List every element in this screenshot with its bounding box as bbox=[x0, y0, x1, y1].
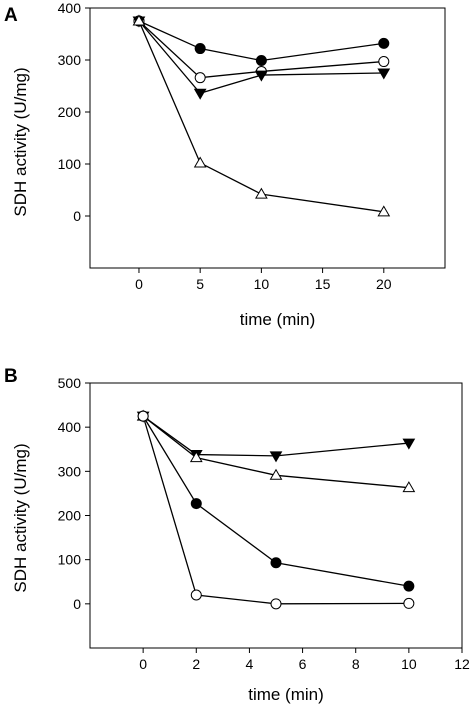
x-tick-label: 12 bbox=[454, 656, 470, 672]
series-line-open-triangle-up bbox=[138, 20, 384, 213]
marker-filled-triangle bbox=[269, 451, 283, 463]
marker-open-triangle bbox=[402, 481, 416, 493]
marker-filled-triangle bbox=[377, 68, 391, 80]
series-line-open-circle bbox=[142, 415, 409, 605]
y-tick-label: 500 bbox=[58, 375, 82, 391]
marker-filled-circle bbox=[378, 37, 390, 49]
panel-label: B bbox=[4, 366, 18, 387]
series-markers-open-triangle-up bbox=[132, 14, 391, 217]
series-line-filled-triangle-down bbox=[138, 20, 384, 95]
series-line-filled-triangle-down bbox=[142, 415, 409, 457]
x-tick-label: 5 bbox=[196, 276, 204, 292]
y-tick-label: 0 bbox=[73, 596, 81, 612]
marker-filled-circle bbox=[403, 580, 415, 592]
marker-open-circle bbox=[378, 56, 390, 68]
x-tick-label: 10 bbox=[401, 656, 417, 672]
marker-open-triangle bbox=[132, 14, 146, 26]
x-tick-label: 8 bbox=[352, 656, 360, 672]
marker-filled-circle bbox=[194, 43, 206, 55]
marker-open-circle bbox=[194, 72, 206, 84]
marker-open-triangle bbox=[193, 156, 207, 168]
series-markers-filled-circle bbox=[137, 410, 415, 592]
panel-label: A bbox=[4, 5, 18, 26]
series-line-filled-circle bbox=[138, 20, 384, 62]
series-markers-filled-circle bbox=[133, 15, 390, 67]
y-axis-title: SDH activity (U/mg) bbox=[11, 443, 30, 592]
y-tick-label: 300 bbox=[58, 52, 82, 68]
marker-open-triangle bbox=[377, 205, 391, 217]
y-axis-title: SDH activity (U/mg) bbox=[11, 67, 30, 216]
marker-filled-circle bbox=[270, 557, 282, 569]
y-tick-label: 200 bbox=[58, 104, 82, 120]
series-line-filled-circle bbox=[142, 415, 409, 587]
marker-open-triangle bbox=[269, 468, 283, 480]
x-tick-label: 2 bbox=[192, 656, 200, 672]
marker-filled-triangle bbox=[402, 438, 416, 450]
series-markers-open-triangle-up bbox=[136, 409, 416, 493]
y-tick-label: 400 bbox=[58, 0, 82, 16]
marker-open-circle bbox=[190, 589, 202, 601]
x-tick-label: 15 bbox=[315, 276, 331, 292]
x-tick-label: 4 bbox=[246, 656, 254, 672]
y-tick-label: 200 bbox=[58, 508, 82, 524]
plot-frame bbox=[89, 7, 446, 269]
series-line-open-circle bbox=[138, 20, 384, 79]
y-tick-label: 0 bbox=[73, 208, 81, 224]
chart-panel-a: A 0 100 200 300 400 0 5 10 15 20 time (min) SDH acti… bbox=[4, 0, 446, 329]
x-tick-label: 10 bbox=[254, 276, 270, 292]
marker-open-circle bbox=[270, 598, 282, 610]
x-axis-title: time (min) bbox=[248, 685, 324, 704]
marker-filled-triangle bbox=[193, 88, 207, 100]
y-tick-label: 400 bbox=[58, 419, 82, 435]
series-line-open-triangle-up bbox=[142, 415, 409, 489]
marker-open-triangle bbox=[189, 451, 203, 463]
x-tick-label: 20 bbox=[376, 276, 392, 292]
marker-open-circle bbox=[403, 597, 415, 609]
marker-filled-circle bbox=[255, 55, 267, 67]
marker-open-circle bbox=[137, 410, 149, 422]
x-tick-label: 6 bbox=[299, 656, 307, 672]
marker-open-triangle bbox=[255, 187, 268, 199]
x-tick-label: 0 bbox=[139, 656, 147, 672]
y-tick-label: 100 bbox=[58, 552, 82, 568]
x-axis-title: time (min) bbox=[240, 310, 316, 329]
y-tick-label: 100 bbox=[58, 156, 82, 172]
marker-filled-triangle bbox=[255, 70, 268, 82]
chart-panel-b: B 0 100 200 300 400 500 0 2 4 6 8 10 12 time (min) SDH … bbox=[4, 366, 470, 704]
marker-filled-circle bbox=[190, 498, 202, 510]
x-tick-label: 0 bbox=[135, 276, 143, 292]
series-markers-open-circle bbox=[137, 410, 415, 610]
y-tick-label: 300 bbox=[58, 463, 82, 479]
series-markers-filled-triangle-down bbox=[136, 411, 416, 463]
